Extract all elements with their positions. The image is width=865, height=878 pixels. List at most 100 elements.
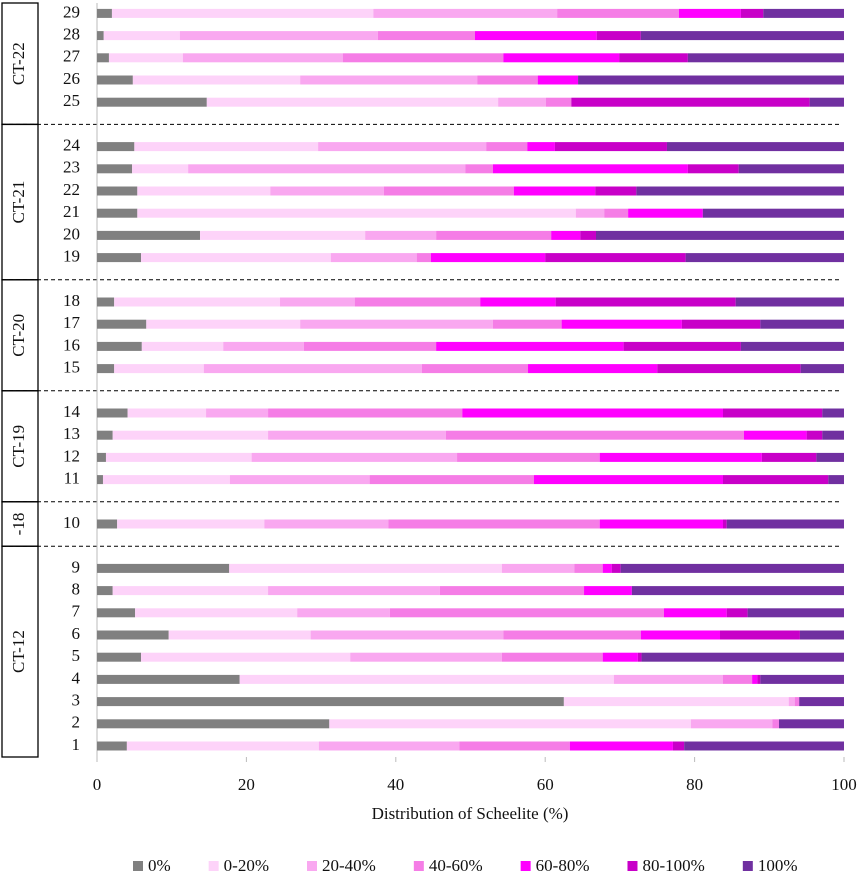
bar-segment (97, 142, 135, 152)
y-tick-label: 14 (63, 402, 81, 421)
bar-segment (602, 563, 612, 573)
bar-segment (580, 230, 596, 240)
bar-segment (97, 563, 230, 573)
bar-segment (97, 31, 104, 41)
x-tick-label: 60 (537, 775, 554, 794)
bar-segment (690, 719, 773, 729)
bar-segment (114, 297, 281, 307)
bar-segment (388, 519, 600, 529)
bar-segment (663, 608, 727, 618)
bar-segment (528, 364, 658, 374)
bar-segment (657, 364, 801, 374)
bar-segment (636, 186, 844, 196)
y-tick-label: 7 (72, 602, 81, 621)
bar-segment (527, 142, 555, 152)
bar-segment (474, 31, 597, 41)
bar-segment (97, 341, 142, 351)
bar-segment (188, 164, 466, 174)
y-tick-label: 8 (72, 580, 81, 599)
y-tick-label: 21 (63, 202, 80, 221)
bar-segment (685, 253, 844, 263)
bar-segment (134, 142, 319, 152)
bar-segment (574, 563, 603, 573)
bar-segment (126, 741, 319, 751)
bar-segment (97, 319, 147, 329)
bar-segment (377, 31, 475, 41)
bar-segment (557, 8, 679, 18)
bar-segment (182, 53, 343, 63)
bar-segment (503, 630, 641, 640)
y-tick-label: 20 (63, 224, 80, 243)
bar-segment (280, 297, 355, 307)
bar-segment (97, 230, 201, 240)
bar-segment (416, 253, 431, 263)
bar-segment (620, 563, 844, 573)
bar-segment (578, 75, 844, 85)
bar-segment (97, 519, 118, 529)
bar-segment (264, 519, 389, 529)
legend-swatch (413, 861, 424, 871)
bar-segment (726, 608, 748, 618)
y-tick-label: 10 (63, 513, 80, 532)
bar-segment (719, 630, 800, 640)
legend-swatch (627, 861, 638, 871)
legend-swatch (520, 861, 531, 871)
y-tick-label: 29 (63, 2, 80, 21)
bar-segment (127, 408, 207, 418)
legend-swatch (133, 861, 143, 871)
x-tick-label: 20 (238, 775, 255, 794)
y-tick-label: 26 (63, 69, 80, 88)
bar-segment (799, 697, 844, 707)
y-tick-label: 6 (72, 624, 81, 643)
bar-segment (822, 408, 844, 418)
bar-segment (97, 674, 240, 684)
bar-segment (687, 164, 739, 174)
y-tick-label: 23 (63, 158, 80, 177)
y-tick-label: 5 (72, 646, 81, 665)
legend-swatch (742, 861, 753, 871)
bar-segment (492, 164, 688, 174)
bar-segment (628, 208, 703, 218)
bar-segment (477, 75, 538, 85)
bar-segment (678, 8, 741, 18)
bar-segment (533, 475, 723, 485)
bar-segment (809, 97, 844, 107)
legend-label: 100% (758, 856, 798, 875)
bar-segment (318, 741, 460, 751)
bar-segment (498, 97, 546, 107)
bar-segment (806, 430, 823, 440)
bar-segment (640, 630, 720, 640)
bar-segment (146, 319, 301, 329)
bar-segment (816, 452, 844, 462)
bar-segment (114, 364, 204, 374)
bar-segment (551, 230, 581, 240)
bar-segment (97, 719, 330, 729)
bar-segment (141, 341, 224, 351)
x-tick-label: 40 (387, 775, 404, 794)
bar-segment (439, 586, 585, 596)
bar-segment (97, 253, 142, 263)
bar-segment (828, 475, 844, 485)
bar-segment (486, 142, 528, 152)
bar-segment (613, 674, 723, 684)
bar-segment (501, 652, 603, 662)
bar-segment (595, 230, 844, 240)
group-label: CT-12 (9, 630, 28, 673)
bar-segment (822, 430, 844, 440)
bar-segment (722, 519, 727, 529)
bar-segment (702, 208, 844, 218)
bar-segment (421, 364, 529, 374)
legend-label: 0-20% (224, 856, 269, 875)
bar-segment (492, 319, 562, 329)
bar-segment (97, 586, 113, 596)
bar-segment (310, 630, 504, 640)
bar-segment (599, 452, 762, 462)
bar-segment (735, 297, 844, 307)
group-label: -18 (9, 513, 28, 536)
bar-segment (503, 53, 620, 63)
group-label: CT-19 (9, 425, 28, 468)
x-axis-title: Distribution of Scheelite (%) (372, 804, 569, 823)
y-tick-label: 3 (72, 691, 81, 710)
bar-segment (97, 8, 112, 18)
legend-label: 40-60% (429, 856, 483, 875)
